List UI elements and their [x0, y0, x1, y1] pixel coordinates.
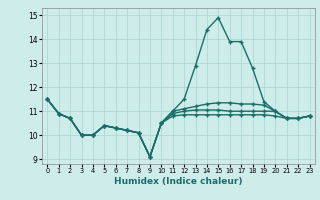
X-axis label: Humidex (Indice chaleur): Humidex (Indice chaleur) [114, 177, 243, 186]
